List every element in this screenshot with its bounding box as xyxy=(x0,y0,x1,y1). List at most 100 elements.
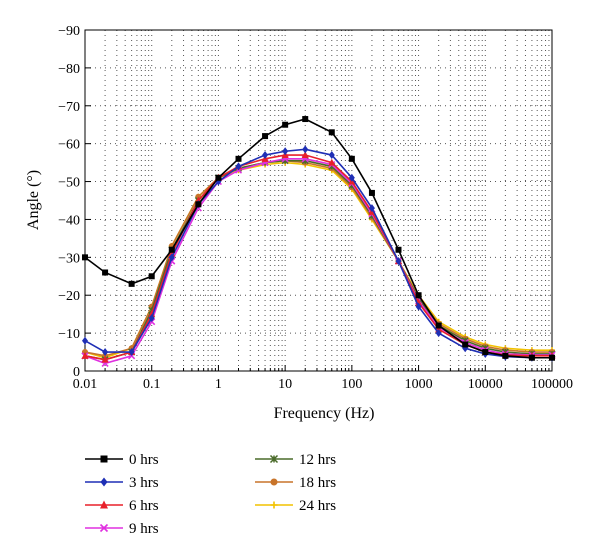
legend-item: 6 hrs xyxy=(85,498,159,514)
legend: 0 hrs 3 hrs 6 hrs 9 hrs 12 hrs 18 hrs 24 hrs xyxy=(85,452,336,537)
data-point xyxy=(502,352,509,359)
x-tick-label: 1000 xyxy=(405,377,433,392)
series-line xyxy=(84,159,552,361)
data-point xyxy=(282,121,289,128)
x-tick-label: 0.01 xyxy=(73,377,98,392)
x-tick-label: 0.1 xyxy=(143,377,161,392)
legend-item: 24 hrs xyxy=(255,498,336,514)
data-point xyxy=(395,246,402,253)
data-point xyxy=(100,455,108,463)
data-point xyxy=(99,523,109,533)
series-line xyxy=(84,148,552,359)
data-point xyxy=(328,151,335,160)
data-point xyxy=(128,280,135,287)
y-tick-label: −50 xyxy=(58,176,80,191)
data-point xyxy=(348,173,355,182)
series-9-hrs xyxy=(81,155,556,367)
data-point xyxy=(270,478,278,486)
series-12-hrs xyxy=(81,157,556,364)
x-tick-label: 100 xyxy=(341,377,362,392)
data-point xyxy=(100,477,108,487)
legend-item: 9 hrs xyxy=(85,521,159,537)
data-point xyxy=(528,354,535,361)
data-point xyxy=(282,147,289,156)
series-line xyxy=(84,158,552,365)
data-point xyxy=(435,322,442,329)
data-point xyxy=(348,155,355,162)
legend-label: 24 hrs xyxy=(299,498,336,514)
data-point xyxy=(82,254,88,261)
data-point xyxy=(168,253,175,262)
series-6-hrs xyxy=(81,151,556,363)
y-tick-label: −60 xyxy=(58,138,80,153)
data-point xyxy=(128,348,135,357)
data-point xyxy=(462,341,469,348)
data-point xyxy=(302,145,309,154)
y-tick-label: −40 xyxy=(58,213,80,228)
legend-item: 18 hrs xyxy=(255,475,336,491)
series-line xyxy=(84,159,552,357)
data-point xyxy=(415,292,422,299)
data-point xyxy=(102,269,109,276)
y-tick-label: −70 xyxy=(58,100,80,115)
legend-label: 12 hrs xyxy=(299,452,336,468)
data-point xyxy=(82,336,88,345)
data-point xyxy=(195,201,202,208)
legend-label: 0 hrs xyxy=(129,452,159,468)
y-tick-label: −20 xyxy=(58,289,80,304)
data-point xyxy=(395,257,402,266)
x-tick-label: 100000 xyxy=(531,377,573,392)
y-tick-label: −80 xyxy=(58,62,80,77)
y-axis-label: Angle (°) xyxy=(25,170,42,230)
legend-item: 0 hrs xyxy=(85,452,159,468)
data-point xyxy=(148,310,156,318)
data-point xyxy=(148,313,155,322)
series-18-hrs xyxy=(82,157,555,359)
series-3-hrs xyxy=(82,145,555,362)
data-point xyxy=(328,129,335,136)
data-point xyxy=(148,273,155,280)
data-point xyxy=(102,348,109,357)
legend-label: 18 hrs xyxy=(299,475,336,491)
x-tick-label: 10 xyxy=(278,377,292,392)
data-point xyxy=(368,189,375,196)
data-point xyxy=(270,501,278,509)
y-tick-label: 0 xyxy=(73,365,80,380)
data-point xyxy=(81,351,89,359)
legend-label: 9 hrs xyxy=(129,521,159,537)
series-line xyxy=(84,118,552,359)
series-lines xyxy=(81,116,556,367)
data-point xyxy=(262,133,269,140)
dotted-grid xyxy=(84,30,552,371)
data-point xyxy=(328,158,336,166)
y-tick-label: −90 xyxy=(58,24,80,39)
data-point xyxy=(269,454,279,464)
data-point xyxy=(168,246,175,253)
axis-ticks: 0.01 0.1 1 10 100 1000 10000 100000 0 −10 −20 −30 −4… xyxy=(58,24,573,392)
data-point xyxy=(235,162,242,171)
legend-label: 3 hrs xyxy=(129,475,159,491)
x-axis-label: Frequency (Hz) xyxy=(274,405,375,422)
x-tick-label: 1 xyxy=(215,377,222,392)
data-point xyxy=(435,329,442,338)
data-point xyxy=(235,155,242,162)
x-tick-label: 10000 xyxy=(468,377,503,392)
data-point xyxy=(301,151,309,159)
y-tick-label: −10 xyxy=(58,327,80,342)
legend-item: 12 hrs xyxy=(255,452,336,468)
y-tick-label: −30 xyxy=(58,251,80,266)
data-point xyxy=(302,116,309,123)
legend-item: 3 hrs xyxy=(85,475,159,491)
series-24-hrs xyxy=(82,159,555,361)
plot-frame xyxy=(84,29,553,372)
data-point xyxy=(482,349,489,356)
series-0-hrs xyxy=(82,116,555,361)
data-point xyxy=(215,174,222,181)
data-point xyxy=(549,354,555,361)
data-point xyxy=(262,151,269,160)
data-point xyxy=(100,500,108,509)
data-point xyxy=(368,204,375,213)
data-point xyxy=(101,355,109,363)
legend-label: 6 hrs xyxy=(129,498,159,514)
